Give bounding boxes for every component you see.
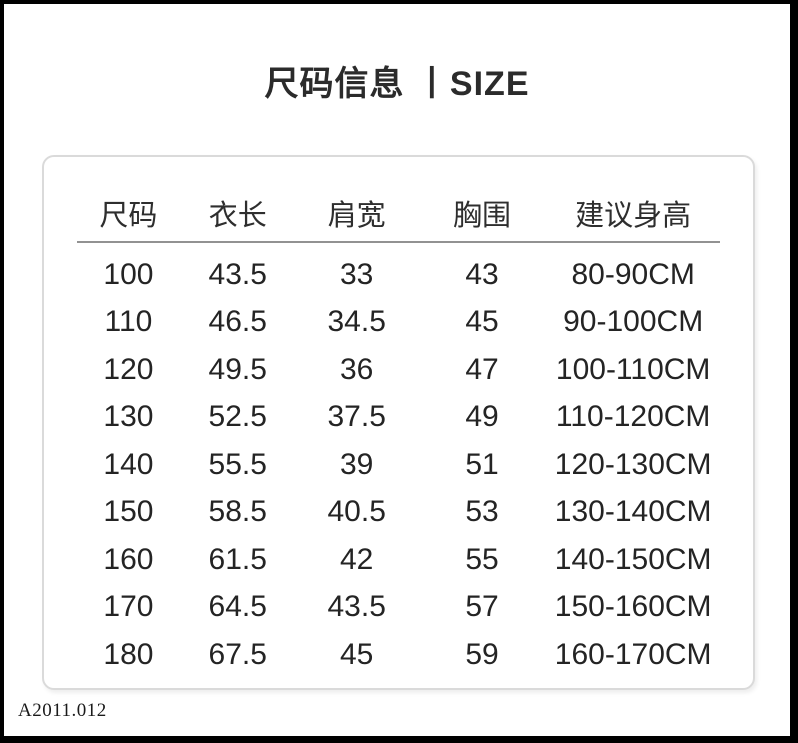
- size-cell: 42: [340, 542, 374, 576]
- size-cell: 57: [465, 590, 499, 624]
- table-row: 180 67.5 45 59 160-170CM: [77, 631, 720, 679]
- size-cell: 67.5: [208, 637, 267, 671]
- size-cell: 130: [103, 400, 154, 434]
- table-row: 100 43.5 33 43 80-90CM: [77, 251, 720, 299]
- size-cell: 120-130CM: [554, 447, 712, 481]
- size-cell: 170: [103, 590, 154, 624]
- size-cell: 80-90CM: [571, 257, 695, 291]
- size-cell: 55.5: [208, 447, 267, 481]
- size-cell: 34.5: [327, 305, 386, 339]
- size-cell: 49: [465, 400, 499, 434]
- size-cell: 100-110CM: [555, 352, 711, 386]
- table-row: 130 52.5 37.5 49 110-120CM: [77, 394, 720, 442]
- size-cell: 33: [340, 257, 374, 291]
- size-cell: 61.5: [208, 542, 267, 576]
- size-cell: 36: [340, 352, 374, 386]
- size-cell: 52.5: [208, 400, 267, 434]
- size-cell: 55: [465, 542, 499, 576]
- size-cell: 120: [103, 352, 154, 386]
- table-row: 160 61.5 42 55 140-150CM: [77, 536, 720, 584]
- size-cell: 110-120CM: [555, 400, 711, 434]
- size-cell: 140-150CM: [554, 542, 712, 576]
- size-cell: 51: [465, 447, 499, 481]
- size-cell: 130-140CM: [554, 495, 712, 529]
- column-header: 建议身高: [575, 200, 692, 232]
- size-table-body: 100 43.5 33 43 80-90CM 110 46.5 34.5 45 90-100CM 1…: [77, 243, 720, 679]
- size-cell: 45: [465, 305, 499, 339]
- size-cell: 180: [103, 637, 154, 671]
- size-table-header-row: 尺码 衣长 肩宽 胸围 建议身高: [77, 185, 720, 241]
- column-header: 胸围: [453, 200, 512, 232]
- size-cell: 59: [465, 637, 499, 671]
- table-row: 110 46.5 34.5 45 90-100CM: [77, 299, 720, 347]
- size-cell: 46.5: [208, 305, 267, 339]
- size-cell: 110: [104, 305, 153, 339]
- size-cell: 53: [465, 495, 499, 529]
- size-cell: 64.5: [208, 590, 267, 624]
- size-cell: 39: [340, 447, 374, 481]
- header-divider: [77, 241, 720, 243]
- size-cell: 90-100CM: [563, 305, 704, 339]
- size-cell: 58.5: [208, 495, 267, 529]
- table-row: 140 55.5 39 51 120-130CM: [77, 441, 720, 489]
- size-cell: 160-170CM: [554, 637, 712, 671]
- size-cell: 160: [103, 542, 154, 576]
- product-code: A2011.012: [18, 700, 107, 721]
- size-cell: 47: [465, 352, 499, 386]
- column-header: 尺码: [99, 200, 158, 232]
- table-row: 170 64.5 43.5 57 150-160CM: [77, 584, 720, 632]
- size-cell: 45: [340, 637, 374, 671]
- size-cell: 43.5: [327, 590, 386, 624]
- size-cell: 43.5: [208, 257, 267, 291]
- size-cell: 43: [465, 257, 499, 291]
- size-cell: 100: [103, 257, 154, 291]
- size-cell: 37.5: [327, 400, 386, 434]
- table-row: 120 49.5 36 47 100-110CM: [77, 346, 720, 394]
- size-table-panel: 尺码 衣长 肩宽 胸围 建议身高 100 43.5 33 43 80-90CM 110 46.5 34…: [42, 155, 755, 690]
- size-cell: 150: [103, 495, 154, 529]
- table-row: 150 58.5 40.5 53 130-140CM: [77, 489, 720, 537]
- size-cell: 140: [103, 447, 154, 481]
- size-cell: 49.5: [208, 352, 267, 386]
- column-header: 肩宽: [327, 200, 386, 232]
- size-cell: 40.5: [327, 495, 386, 529]
- page-title: 尺码信息 丨SIZE: [264, 65, 530, 103]
- column-header: 衣长: [208, 200, 267, 232]
- size-cell: 150-160CM: [554, 590, 712, 624]
